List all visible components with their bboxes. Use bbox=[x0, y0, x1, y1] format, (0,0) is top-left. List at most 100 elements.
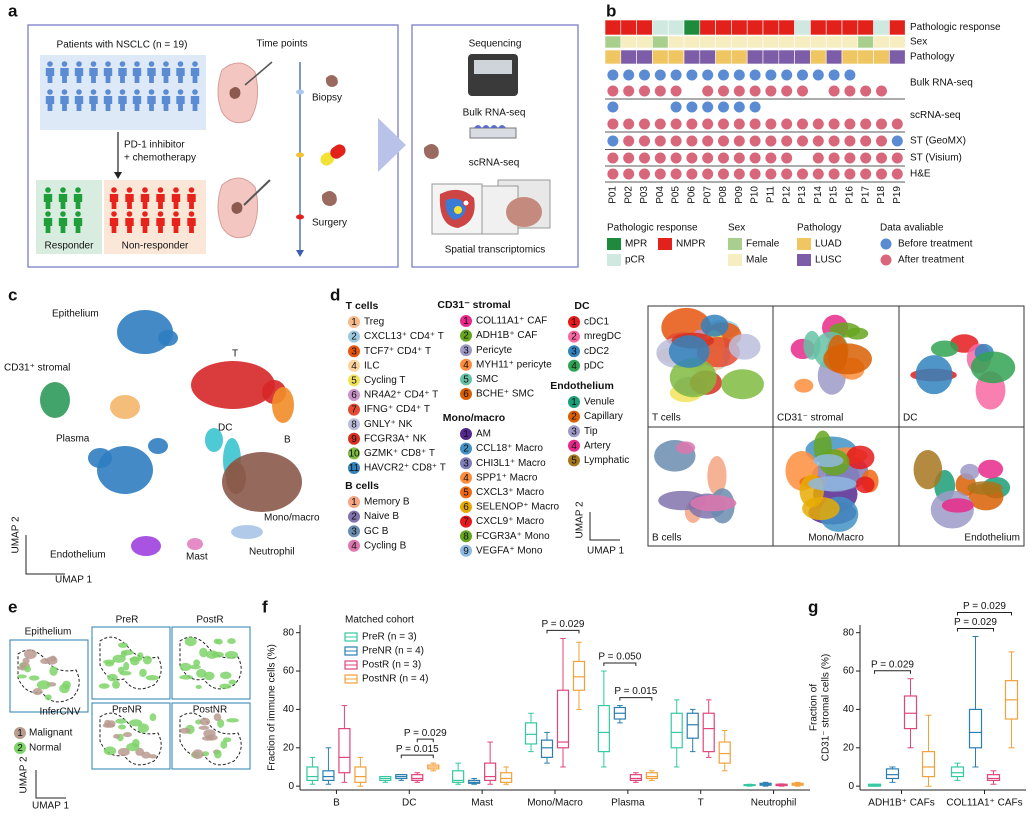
bracket bbox=[619, 697, 653, 701]
row-label: ST (Visium) bbox=[910, 153, 962, 164]
availability-dot bbox=[781, 69, 793, 81]
annotation-cell bbox=[652, 19, 669, 36]
availability-dot bbox=[654, 118, 666, 130]
y-tick-label: 0 bbox=[288, 781, 294, 792]
item-badge bbox=[348, 462, 360, 474]
availability-dot bbox=[718, 101, 729, 113]
annotation-cell bbox=[746, 35, 764, 49]
person-head bbox=[163, 89, 169, 95]
person-icon bbox=[118, 89, 127, 111]
box bbox=[452, 770, 465, 783]
person-head bbox=[148, 89, 155, 95]
item-badge bbox=[568, 345, 580, 358]
cell-dot bbox=[117, 666, 125, 674]
person-head bbox=[76, 61, 82, 67]
annotation-cell bbox=[889, 35, 906, 49]
patient-label: P10 bbox=[750, 186, 761, 204]
availability-dot bbox=[733, 168, 745, 180]
item-badge bbox=[460, 457, 472, 470]
item-number: 3 bbox=[463, 458, 469, 469]
y-tick-label: 20 bbox=[283, 742, 295, 753]
item-badge bbox=[348, 496, 360, 508]
availability-dot bbox=[733, 101, 745, 113]
item-number: 2 bbox=[351, 332, 357, 343]
patient-label: P05 bbox=[671, 186, 682, 204]
umap-blob bbox=[855, 476, 875, 494]
person-head bbox=[157, 211, 164, 217]
item-label: AM bbox=[476, 429, 491, 440]
person-icon bbox=[176, 89, 185, 111]
annotation-cell bbox=[652, 35, 669, 49]
person-body bbox=[156, 194, 165, 209]
x-tick-label: Neutrophil bbox=[751, 798, 797, 809]
legend-badge bbox=[14, 742, 26, 754]
panel-label: c bbox=[8, 285, 17, 304]
annotation-cell bbox=[715, 49, 732, 65]
person-icon bbox=[118, 61, 127, 83]
y-axis-label: Fraction of bbox=[809, 684, 820, 731]
item-badge bbox=[348, 525, 360, 538]
person-head bbox=[177, 61, 184, 67]
umap-blob bbox=[668, 335, 710, 368]
time-dot bbox=[296, 152, 304, 158]
availability-dot bbox=[749, 118, 761, 130]
person-head bbox=[192, 89, 198, 95]
annotation-cell bbox=[667, 49, 685, 65]
person-icon bbox=[103, 61, 113, 83]
annotation-cell bbox=[873, 35, 890, 49]
availability-dot bbox=[844, 168, 856, 180]
availability-dot bbox=[639, 168, 650, 180]
patient-label: P14 bbox=[813, 186, 824, 204]
person-icon bbox=[89, 61, 98, 83]
y-tick-label: 80 bbox=[283, 627, 295, 638]
y-tick-label: 80 bbox=[843, 627, 855, 638]
person-icon bbox=[45, 61, 55, 83]
availability-dot bbox=[623, 118, 635, 130]
tissue-icon bbox=[325, 75, 338, 87]
panel-title: PreNR bbox=[112, 705, 142, 716]
umap-blob bbox=[802, 497, 840, 521]
cluster-blob bbox=[231, 525, 263, 539]
cell-dot bbox=[98, 683, 110, 689]
box bbox=[572, 660, 586, 691]
person-body bbox=[156, 218, 165, 233]
person-icon bbox=[109, 211, 119, 233]
person-body bbox=[74, 96, 84, 111]
item-number: 3 bbox=[351, 526, 357, 537]
cell-dot bbox=[112, 680, 120, 689]
person-head bbox=[142, 211, 148, 217]
cell-dot bbox=[227, 638, 236, 645]
availability-dot bbox=[670, 152, 682, 164]
group-title: T cells bbox=[346, 300, 379, 312]
availability-dot bbox=[781, 168, 793, 180]
annotation-cell bbox=[699, 35, 716, 49]
item-badge bbox=[348, 316, 360, 328]
item-badge bbox=[568, 396, 580, 408]
availability-dot bbox=[797, 69, 808, 81]
cell-dot bbox=[193, 659, 201, 667]
box bbox=[718, 741, 731, 764]
item-label: NR4A2⁺ CD4⁺ T bbox=[364, 390, 438, 401]
panel-label: g bbox=[808, 597, 818, 616]
annotation-cell bbox=[636, 49, 653, 65]
cluster-label: Epithelium bbox=[52, 309, 99, 320]
cell-dot bbox=[137, 723, 149, 733]
person-head bbox=[47, 89, 53, 95]
annotation-cell bbox=[746, 49, 764, 65]
item-badge bbox=[568, 439, 580, 452]
person-body bbox=[109, 194, 119, 209]
item-label: SMC bbox=[476, 374, 498, 385]
item-number: 3 bbox=[351, 346, 357, 357]
cluster-label: Plasma bbox=[56, 434, 90, 445]
availability-dot bbox=[812, 118, 824, 130]
y-axis-label: CD31⁻ stromal cells (%) bbox=[821, 654, 832, 762]
item-badge bbox=[460, 442, 472, 455]
person-icon bbox=[45, 89, 55, 111]
item-badge bbox=[460, 373, 472, 386]
non-responder-area bbox=[104, 180, 206, 254]
box bbox=[322, 770, 335, 782]
p-value: P = 0.029 bbox=[404, 728, 447, 739]
group-title: Mono/macro bbox=[443, 412, 505, 424]
item-number: 1 bbox=[571, 397, 577, 408]
person-head bbox=[45, 211, 51, 217]
